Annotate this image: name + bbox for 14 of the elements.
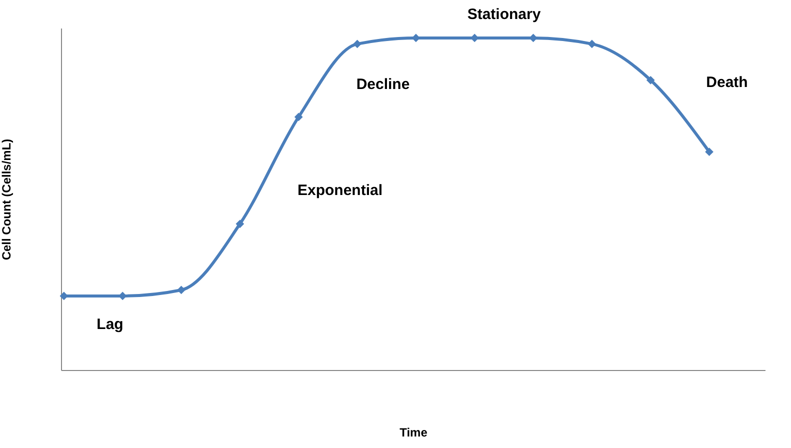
- point: [705, 148, 714, 156]
- point: [353, 40, 362, 48]
- y-axis-title: Cell Count (Cells/mL): [0, 138, 14, 260]
- point: [646, 76, 655, 84]
- annotation: Lag: [96, 316, 124, 333]
- point: [294, 112, 303, 122]
- annotation: Death: [706, 74, 748, 91]
- point: [177, 286, 186, 294]
- text: Stationary: [467, 6, 542, 23]
- point: [588, 40, 596, 48]
- x-axis-title: Time: [400, 426, 428, 440]
- point: [236, 220, 244, 228]
- annotation: Exponential: [297, 182, 383, 199]
- annotation: Decline: [356, 76, 410, 93]
